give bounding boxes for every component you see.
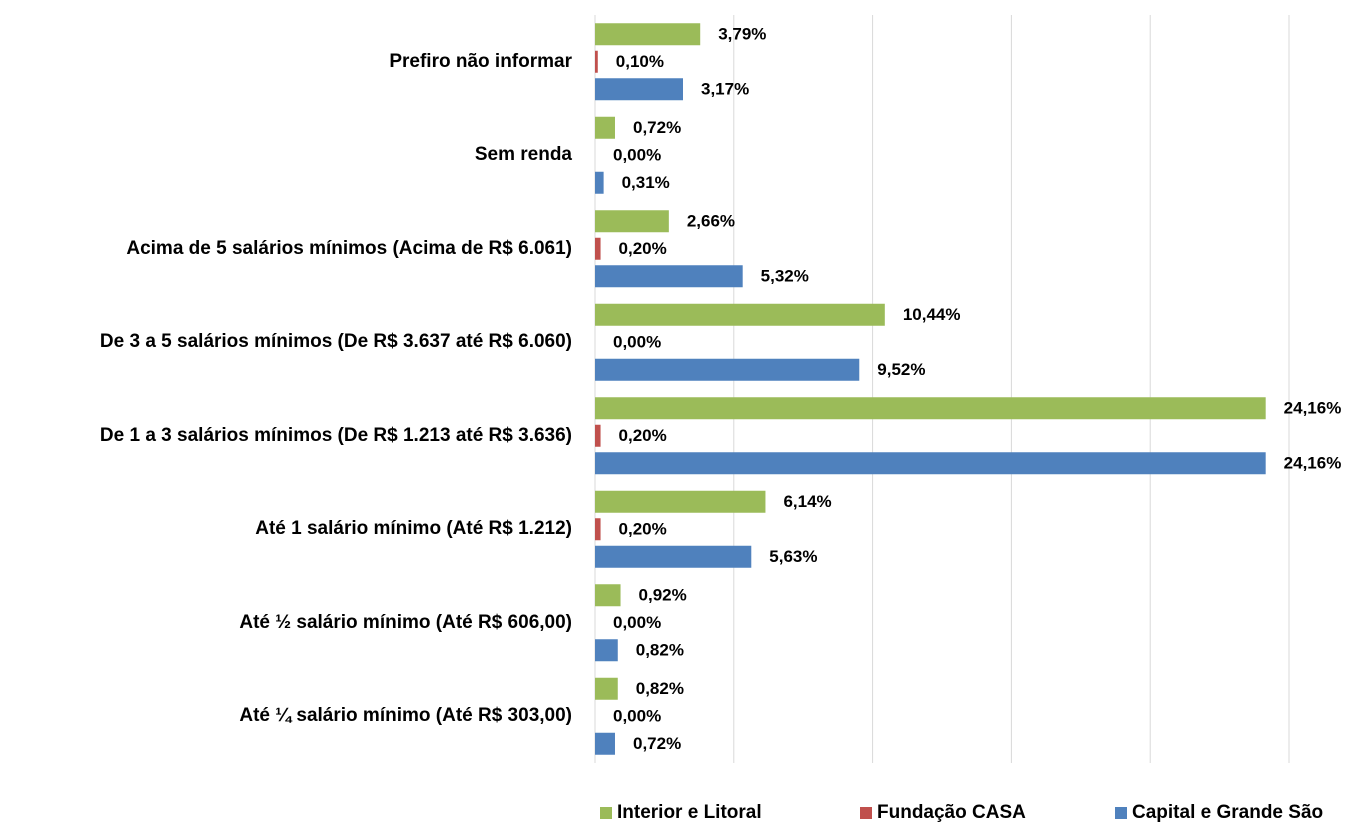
category-text: Prefiro não informar — [389, 50, 572, 72]
bar — [595, 50, 598, 73]
legend-label: Interior e Litoral — [617, 802, 762, 823]
data-label: 0,82% — [636, 679, 684, 698]
data-label: 0,20% — [619, 239, 667, 258]
category-text: Acima de 5 salários mínimos (Acima de R$… — [126, 237, 572, 259]
category-text: De 3 a 5 salários mínimos (De R$ 3.637 a… — [99, 331, 572, 353]
category-text: De 1 a 3 salários mínimos (De R$ 1.213 a… — [99, 424, 572, 446]
legend-item: Interior e Litoral — [600, 802, 762, 824]
bar — [595, 171, 604, 194]
category-label: Até 1 salário mínimo (Até R$ 1.212) — [0, 514, 572, 544]
data-label: 0,82% — [636, 641, 684, 660]
bar — [595, 677, 618, 700]
data-label: 2,66% — [687, 212, 735, 231]
bar — [595, 78, 683, 101]
bar — [595, 518, 601, 541]
legend-swatch — [600, 807, 612, 819]
bar — [595, 397, 1266, 420]
bar — [595, 303, 885, 326]
data-label: 9,52% — [877, 360, 925, 379]
category-label: Até ¼ salário mínimo (Até R$ 303,00) — [0, 701, 572, 731]
category-label: Prefiro não informar — [0, 47, 572, 77]
data-label: 5,63% — [769, 547, 817, 566]
legend-label: Fundação CASA — [877, 802, 1026, 823]
data-label: 0,00% — [613, 707, 661, 726]
category-text: Até 1 salário mínimo (Até R$ 1.212) — [255, 518, 572, 540]
category-label: Sem renda — [0, 140, 572, 170]
data-label: 5,32% — [761, 267, 809, 286]
bar — [595, 452, 1266, 475]
data-label: 0,92% — [639, 586, 687, 605]
legend-swatch — [860, 807, 872, 819]
legend-label: Capital e Grande São — [1132, 802, 1324, 823]
bar — [595, 23, 701, 46]
bar — [595, 265, 743, 288]
category-label: De 1 a 3 salários mínimos (De R$ 1.213 a… — [0, 421, 572, 451]
category-label: Acima de 5 salários mínimos (Acima de R$… — [0, 234, 572, 264]
data-label: 0,72% — [633, 118, 681, 137]
data-label: 0,00% — [613, 613, 661, 632]
data-label: 0,00% — [613, 146, 661, 165]
category-text: Até ½ salário mínimo (Até R$ 606,00) — [239, 611, 572, 633]
bar — [595, 584, 621, 607]
data-label: 3,17% — [701, 80, 749, 99]
data-label: 0,31% — [622, 173, 670, 192]
bar — [595, 424, 601, 447]
bar — [595, 237, 601, 260]
data-label: 6,14% — [783, 492, 831, 511]
bar — [595, 732, 615, 755]
data-label: 0,10% — [616, 52, 664, 71]
bar — [595, 490, 766, 513]
data-label: 24,16% — [1284, 454, 1342, 473]
data-label: 3,79% — [718, 25, 766, 44]
category-label: Até ½ salário mínimo (Até R$ 606,00) — [0, 608, 572, 638]
data-label: 0,20% — [619, 520, 667, 539]
data-label: 0,00% — [613, 333, 661, 352]
legend-swatch — [1115, 807, 1127, 819]
bar — [595, 639, 618, 662]
category-text: Até ¼ salário mínimo (Até R$ 303,00) — [239, 705, 572, 727]
data-label: 24,16% — [1284, 399, 1342, 418]
bar — [595, 116, 615, 139]
legend-item: Fundação CASA — [860, 802, 1026, 824]
data-label: 0,72% — [633, 734, 681, 753]
data-label: 0,20% — [619, 426, 667, 445]
bar — [595, 545, 752, 568]
category-label: De 3 a 5 salários mínimos (De R$ 3.637 a… — [0, 327, 572, 357]
bar — [595, 358, 860, 381]
category-text: Sem renda — [474, 144, 572, 166]
bar — [595, 210, 669, 233]
data-label: 10,44% — [903, 305, 961, 324]
legend-item: Capital e Grande São — [1115, 802, 1323, 824]
